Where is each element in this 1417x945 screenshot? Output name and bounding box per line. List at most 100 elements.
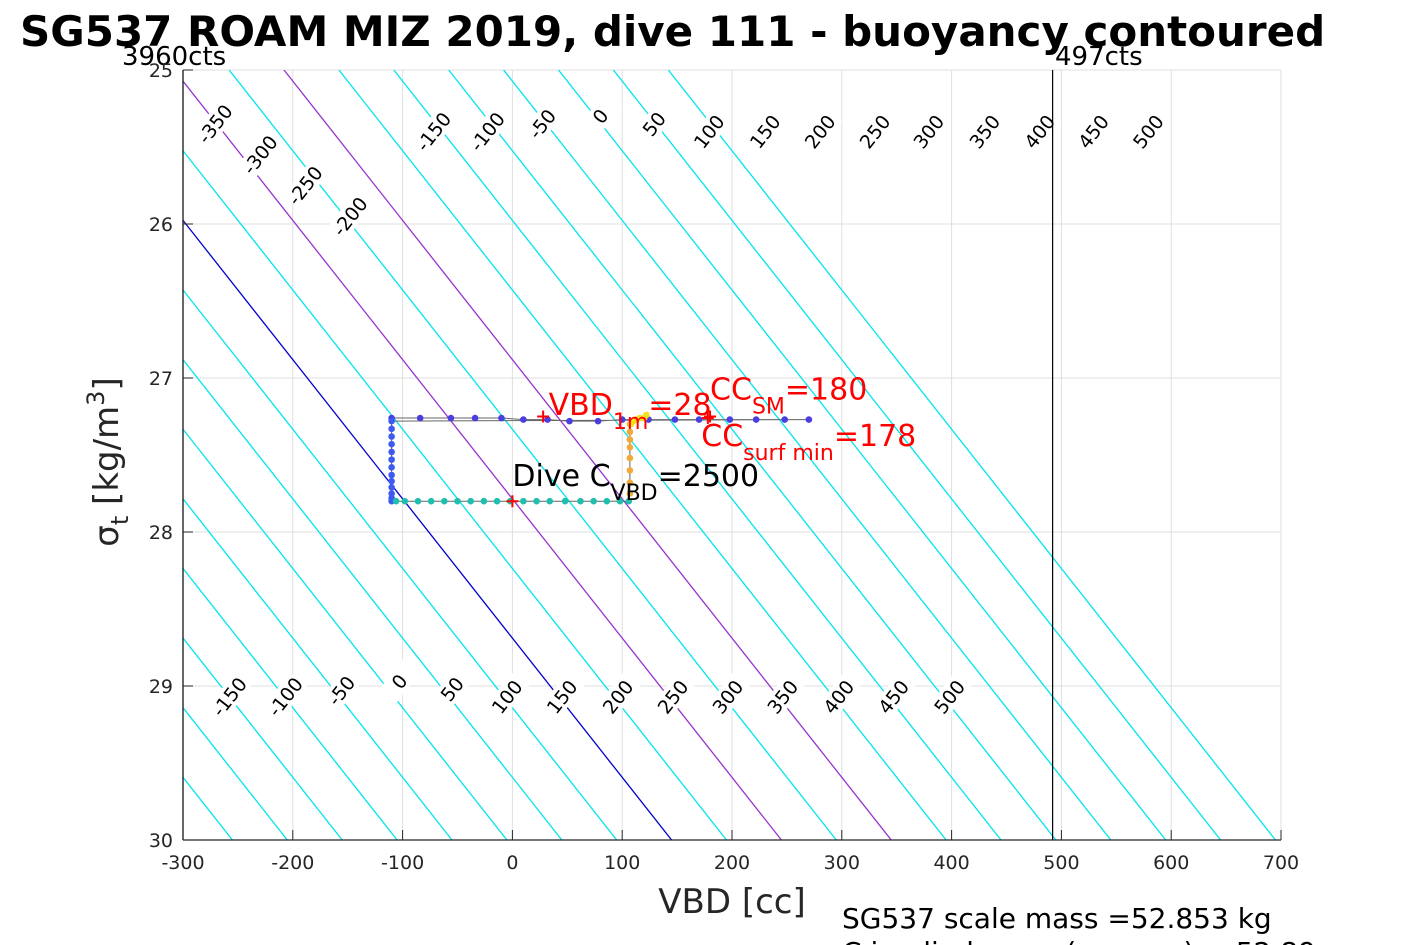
contour-label-top-group: -100 — [464, 107, 510, 156]
dive-point — [388, 456, 395, 463]
y-tick-label: 25 — [149, 60, 173, 82]
contour-line — [283, 70, 892, 840]
dive-point — [388, 425, 395, 433]
contour-label-bottom-bg — [595, 672, 641, 721]
contour-label-bottom-group: 0 — [377, 657, 422, 706]
contour-label-top-bg — [1070, 107, 1116, 156]
dive-point — [493, 497, 501, 505]
dive-point — [626, 454, 634, 462]
dive-point — [471, 414, 479, 422]
vbd-1m-label: VBD1m=28 — [549, 388, 712, 435]
contour-line — [0, 70, 13, 840]
contour-label-bottom-bg — [705, 672, 750, 721]
dive-point — [618, 416, 626, 423]
contour-label-bottom-bg — [760, 672, 805, 721]
dive-point — [392, 497, 400, 505]
contour-label-bottom-bg — [318, 666, 364, 715]
x-tick-label: -300 — [161, 852, 204, 874]
dive-point — [805, 416, 813, 423]
dive-point — [427, 497, 435, 505]
dive-point — [454, 497, 461, 505]
x-tick-label: 300 — [824, 852, 860, 874]
contour-label-top-bg — [464, 107, 510, 156]
dive-point — [416, 414, 424, 422]
contour-label-top-bg — [411, 107, 456, 156]
dive-point — [544, 416, 551, 423]
count-label-right: 497cts — [1055, 42, 1143, 72]
y-axis-label-symbol: σ — [87, 525, 127, 547]
dive-point — [590, 497, 597, 505]
dive-point — [726, 416, 734, 423]
contour-line — [667, 70, 1277, 840]
dive-point — [626, 428, 634, 436]
contour-label-bottom-group: -150 — [206, 672, 252, 721]
contour-line — [228, 70, 837, 840]
contour-line — [183, 80, 782, 840]
dive-point — [498, 414, 505, 422]
dive-point — [781, 416, 789, 423]
contour-label-top-bg — [1017, 107, 1062, 156]
axes: -300 -200 -100 0 100 200 300 400 500 600 700252627… — [149, 60, 1299, 874]
dive-point — [626, 467, 634, 474]
dive-cvbd-label-value: =2500 — [658, 459, 759, 494]
dive-point — [533, 497, 540, 505]
x-tick-label: 0 — [506, 852, 518, 874]
x-tick-label: 200 — [714, 852, 750, 874]
contour-line — [183, 637, 343, 840]
contour-label-top-bg — [686, 107, 732, 156]
contour-label-bottom-bg — [650, 672, 695, 721]
contour-label-top-bg — [237, 130, 283, 179]
contour-label-bottom-group: 50 — [429, 664, 475, 714]
x-tick-label: 100 — [604, 852, 640, 874]
contour-label-bottom-group: -50 — [318, 666, 364, 715]
vbd-1m-label-sub: 1m — [613, 410, 648, 435]
contour-label-top-group: 100 — [686, 107, 732, 156]
contour-label-bottom-bg — [816, 672, 861, 721]
cc-sm-label-main: CC — [710, 373, 752, 408]
dive-point — [626, 479, 634, 487]
dive-point — [480, 497, 488, 505]
contour-label-bottom-group: 150 — [539, 672, 585, 721]
dive-cvbd-label-main: Dive C — [512, 459, 610, 494]
implied-mass-text: C implied mass (sensors) = 52.89 — [842, 936, 1316, 945]
marker-cross — [704, 410, 717, 423]
contour-label-top-bg — [962, 107, 1007, 156]
dive-point — [388, 440, 395, 448]
dive-point — [625, 497, 633, 505]
contour-line — [612, 70, 1222, 840]
contour-line — [558, 70, 1167, 840]
contour-line — [503, 70, 1112, 840]
contour-label-bottom-bg — [262, 672, 308, 721]
contour-label-top-group: 400 — [1017, 107, 1062, 156]
y-tick-label: 29 — [149, 676, 173, 698]
contour-label-top: -100 — [466, 108, 510, 155]
dive-point — [671, 416, 679, 423]
dive-point — [577, 497, 584, 505]
contour-label-top-bg — [906, 107, 951, 156]
y-axis-label-superscript: 3 — [82, 391, 110, 406]
scale-mass-text: SG537 scale mass =52.853 kg — [842, 902, 1272, 935]
cc-surf-min-label: CCsurf min=178 — [701, 419, 916, 466]
y-tick-label: 28 — [149, 522, 173, 544]
x-tick-label: 700 — [1263, 852, 1299, 874]
dive-point — [626, 436, 634, 443]
contour-label-bottom-bg — [927, 672, 972, 721]
contour-label-bottom-bg — [377, 657, 422, 706]
contour-label-top-group: 150 — [742, 107, 788, 156]
cc-sm-label-sub: SM — [752, 395, 785, 420]
contour-label-bottom: -150 — [208, 674, 252, 721]
dive-point — [594, 417, 602, 425]
contour-label-bottom-group: 250 — [650, 672, 695, 721]
grid-lines — [182, 69, 1282, 841]
contour-label-top-group: -300 — [237, 130, 283, 179]
x-tick-label: 600 — [1153, 852, 1189, 874]
vbd-1m-label-main: VBD — [549, 388, 613, 423]
dive-point — [626, 490, 634, 497]
dive-cvbd-label: Dive CVBD=2500 — [512, 459, 759, 506]
cc-surf-min-label-sub: surf min — [743, 441, 834, 466]
dive-point — [388, 433, 395, 440]
x-axis-label: VBD [cc] — [658, 882, 806, 922]
cc-surf-min-label-main: CC — [701, 419, 743, 454]
